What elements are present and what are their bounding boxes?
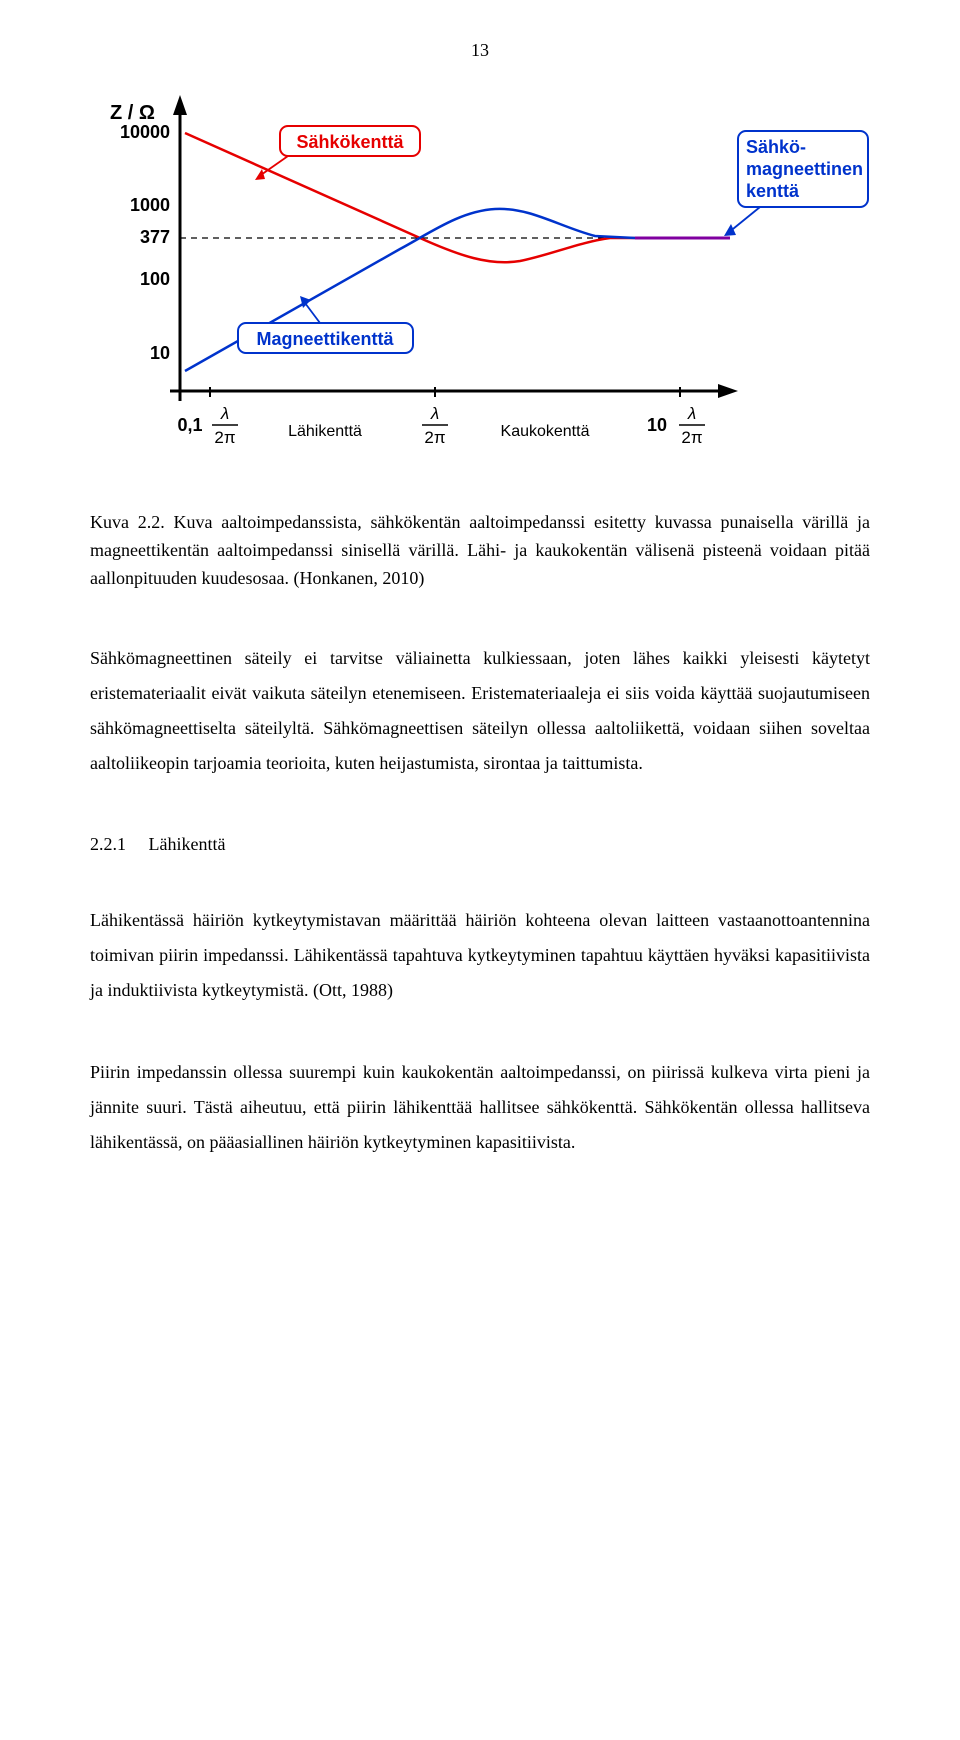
- subheading-2-2-1: 2.2.1 Lähikenttä: [90, 827, 870, 861]
- figure-caption-text: Kuva aaltoimpedanssista, sähkökentän aal…: [90, 512, 870, 588]
- figure-caption-label: Kuva 2.2.: [90, 512, 165, 532]
- y-axis-label: Z / Ω: [110, 102, 155, 124]
- impedance-chart-svg: Z / Ω 10 100 377 1000 10000: [90, 91, 870, 481]
- x-tick-1: λ 2π: [422, 387, 448, 447]
- magnetic-field-label: Magneettikenttä: [238, 296, 413, 353]
- x-tick-num: λ: [687, 404, 696, 423]
- x-region-label: Lähikenttä: [288, 423, 362, 440]
- x-tick-den: 2π: [214, 428, 235, 447]
- paragraph-3: Piirin impedanssin ollessa suurempi kuin…: [90, 1055, 870, 1160]
- x-tick-prefix: 0,1: [177, 415, 202, 435]
- x-tick-den: 2π: [424, 428, 445, 447]
- x-tick-prefix: 10: [647, 415, 667, 435]
- x-region-label: Kaukokenttä: [501, 423, 590, 440]
- subheading-number: 2.2.1: [90, 827, 126, 861]
- electric-field-label: Sähkökenttä: [255, 126, 420, 180]
- figure-caption: Kuva 2.2. Kuva aaltoimpedanssista, sähkö…: [90, 509, 870, 593]
- y-tick: 100: [140, 269, 170, 289]
- x-tick-num: λ: [220, 404, 229, 423]
- paragraph-1: Sähkömagneettinen säteily ei tarvitse vä…: [90, 641, 870, 781]
- impedance-chart: Z / Ω 10 100 377 1000 10000: [90, 91, 870, 481]
- x-tick-den: 2π: [681, 428, 702, 447]
- y-tick: 1000: [130, 195, 170, 215]
- axes: [170, 95, 738, 401]
- y-tick: 377: [140, 227, 170, 247]
- x-tick-num: λ: [430, 404, 439, 423]
- y-ticks: 10 100 377 1000 10000: [120, 122, 170, 363]
- em-field-label-text: kenttä: [746, 181, 800, 201]
- page: 13 Z / Ω 10 100 377: [0, 0, 960, 1740]
- em-field-label-text: Sähkö-: [746, 137, 806, 157]
- page-number: 13: [90, 40, 870, 61]
- x-tick-0: 0,1 λ 2π: [177, 387, 238, 447]
- paragraph-2: Lähikentässä häiriön kytkeytymistavan mä…: [90, 903, 870, 1008]
- electric-field-label-text: Sähkökenttä: [296, 132, 404, 152]
- x-tick-2: 10 λ 2π: [647, 387, 705, 447]
- magnetic-field-label-text: Magneettikenttä: [256, 329, 394, 349]
- subheading-title: Lähikenttä: [149, 834, 226, 854]
- em-field-label-text: magneettinen: [746, 159, 863, 179]
- em-field-label: Sähkö- magneettinen kenttä: [724, 131, 868, 236]
- y-tick: 10: [150, 343, 170, 363]
- y-tick: 10000: [120, 122, 170, 142]
